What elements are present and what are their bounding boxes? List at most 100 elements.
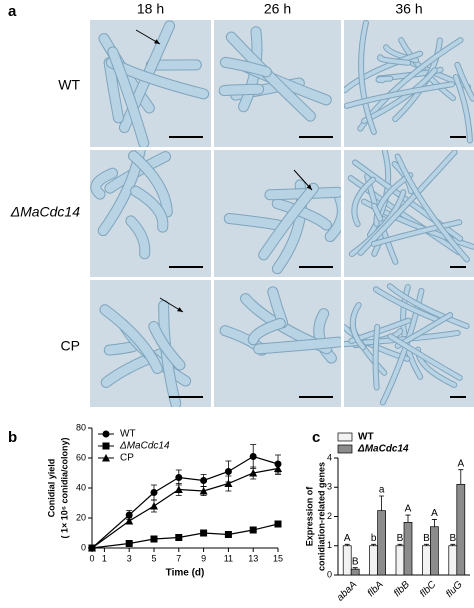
marker [150, 502, 158, 510]
marker [125, 511, 133, 519]
x-tick-label: 7 [176, 553, 181, 563]
y-tick-label: 40 [76, 482, 86, 492]
hypha [352, 177, 376, 227]
bar [350, 568, 360, 576]
hypha [374, 173, 413, 226]
marker [102, 454, 110, 462]
error-bar [405, 514, 411, 523]
y-tick-label: 60 [76, 452, 86, 462]
x-tick-label: fluG [444, 579, 465, 600]
marker [175, 474, 183, 481]
marker [224, 531, 232, 538]
hypha [395, 154, 469, 262]
bar [342, 545, 352, 576]
error-bar [379, 495, 385, 511]
legend-label: WT [120, 429, 136, 440]
hypha [371, 220, 462, 246]
x-tick-label: 9 [201, 553, 206, 563]
hypha [387, 284, 469, 329]
hypha [376, 76, 393, 83]
significance-letter: A [344, 533, 351, 544]
bar [448, 545, 458, 576]
x-tick-label: flbC [418, 579, 439, 600]
bar [422, 545, 431, 576]
x-tick-label: 0 [89, 553, 94, 563]
hypha [358, 150, 457, 255]
marker [150, 489, 158, 496]
marker [150, 535, 158, 543]
hyphae [219, 286, 341, 364]
marker [249, 526, 257, 534]
hypha [373, 324, 380, 390]
hypha [453, 74, 472, 143]
arrow-head [154, 39, 160, 44]
marker [174, 485, 183, 493]
error-bar [431, 519, 437, 527]
column-header: 26 h [264, 1, 291, 17]
y-axis-label: Expression of [304, 486, 314, 547]
significance-letter: A [405, 504, 412, 515]
x-tick-label: 1 [102, 553, 107, 563]
hypha [388, 334, 462, 380]
significance-letter: b [371, 533, 377, 544]
bar [403, 521, 413, 576]
marker [274, 464, 282, 472]
x-tick-label: 15 [273, 553, 283, 563]
y-axis-label: conidiation-related genes [316, 462, 326, 571]
legend-swatch [337, 444, 353, 454]
y-tick-label: 0 [81, 542, 86, 552]
marker [200, 529, 208, 537]
hypha [91, 168, 118, 199]
error-bar [458, 469, 464, 485]
series-line [91, 455, 279, 549]
hyphae [344, 283, 470, 406]
arrow-head [306, 184, 312, 190]
hypha [378, 55, 411, 65]
significance-letter: A [457, 458, 464, 469]
hypha [344, 82, 454, 108]
x-tick-label: 11 [224, 553, 233, 563]
marker [102, 430, 110, 438]
marker [102, 442, 110, 450]
legend-label: CP [120, 453, 134, 464]
marker [200, 477, 208, 484]
hypha [226, 32, 315, 121]
micrograph [90, 280, 211, 407]
marker [125, 517, 134, 525]
hypha [373, 287, 438, 322]
significance-letter: B [397, 533, 404, 544]
hypha [219, 84, 264, 96]
hypha [259, 183, 318, 260]
significance-letter: B [352, 556, 359, 567]
bar [456, 483, 466, 576]
y-tick-label: 80 [76, 422, 86, 432]
hypha [344, 51, 423, 93]
panel-label: b [8, 429, 17, 446]
marker [125, 540, 133, 547]
x-tick-label: flbB [392, 579, 412, 599]
y-tick-label: 4 [327, 452, 332, 462]
legend-swatch [337, 432, 353, 442]
y-tick-label: 20 [76, 512, 86, 522]
panel-label: a [8, 3, 17, 20]
column-header: 18 h [137, 1, 164, 17]
row-label: ΔMaCdc14 [10, 204, 81, 220]
arrow-head [177, 307, 183, 312]
bar [377, 510, 386, 576]
hyphae [344, 20, 474, 144]
significance-letter: B [423, 533, 430, 544]
marker [249, 469, 258, 477]
legend-label: ΔMaCdc14 [119, 441, 170, 452]
marker [224, 479, 233, 487]
legend-label: WT [358, 432, 374, 443]
marker [274, 520, 282, 528]
hypha [224, 214, 286, 231]
marker [249, 453, 257, 460]
hypha [272, 199, 332, 230]
row-label: CP [61, 338, 80, 354]
x-tick-label: 13 [248, 553, 258, 563]
hypha [248, 318, 285, 345]
x-tick-label: flbA [366, 579, 386, 599]
marker [199, 487, 208, 495]
x-tick-label: 5 [151, 553, 156, 563]
